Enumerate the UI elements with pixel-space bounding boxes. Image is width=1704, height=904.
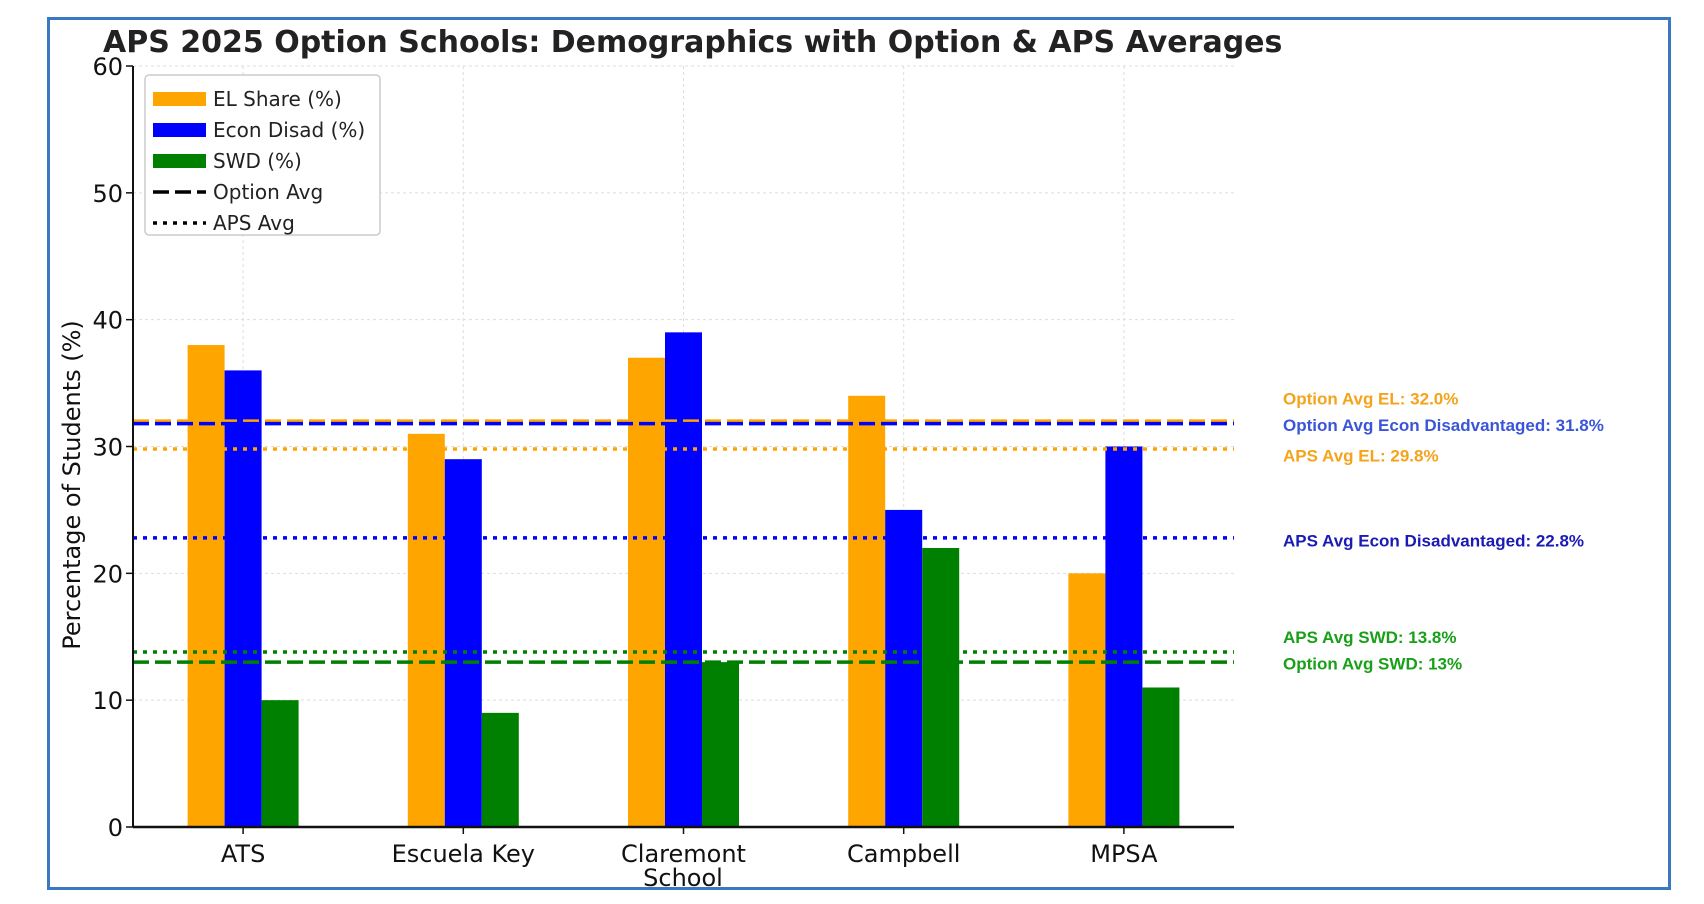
bar-0-1 <box>224 370 262 827</box>
y-tick-label: 40 <box>92 307 123 335</box>
annotation-label: APS Avg SWD: 13.8% <box>1283 628 1457 647</box>
legend-box <box>144 74 381 236</box>
y-tick-label: 60 <box>92 53 123 81</box>
bar-2-1 <box>665 332 702 827</box>
y-tick-label: 50 <box>92 180 123 208</box>
bar-2-0 <box>628 357 665 827</box>
x-tick-label: Claremont <box>621 840 746 868</box>
bar-4-1 <box>1105 446 1143 827</box>
bar-3-1 <box>885 509 923 827</box>
annotation-label: APS Avg Econ Disadvantaged: 22.8% <box>1283 531 1584 550</box>
bar-3-2 <box>922 547 960 827</box>
bar-1-1 <box>444 459 482 827</box>
reference-lines <box>133 419 1234 664</box>
bar-1-2 <box>481 712 519 827</box>
y-tick-label: 0 <box>108 814 123 842</box>
legend-swatch <box>153 154 206 168</box>
bar-2-2 <box>702 662 739 827</box>
annotation-label: Option Avg EL: 32.0% <box>1283 389 1458 408</box>
x-axis-label: School <box>643 864 723 892</box>
bar-4-2 <box>1142 687 1180 827</box>
annotation-label: Option Avg Econ Disadvantaged: 31.8% <box>1283 416 1604 435</box>
legend: EL Share (%) Econ Disad (%) SWD (%) Option … <box>144 74 381 236</box>
bar-3-0 <box>848 395 886 827</box>
bar-4-0 <box>1068 573 1106 827</box>
annotations: Option Avg EL: 32.0% Option Avg Econ Disa… <box>1283 389 1604 673</box>
bars <box>187 332 1180 827</box>
y-tick-label: 10 <box>92 687 123 715</box>
legend-label: EL Share (%) <box>213 87 342 111</box>
bar-0-0 <box>187 345 225 827</box>
bar-1-0 <box>407 433 445 827</box>
chart-title: APS 2025 Option Schools: Demographics wi… <box>103 25 1282 60</box>
x-tick-label: Campbell <box>847 840 960 868</box>
legend-swatch <box>153 123 206 137</box>
annotation-label: Option Avg SWD: 13% <box>1283 654 1462 673</box>
legend-label: SWD (%) <box>213 149 302 173</box>
y-axis-label: Percentage of Students (%) <box>58 320 86 650</box>
y-tick-label: 30 <box>92 434 123 462</box>
x-tick-label: MPSA <box>1090 840 1158 868</box>
legend-label: APS Avg <box>213 211 295 235</box>
legend-label: Econ Disad (%) <box>213 118 365 142</box>
legend-swatch <box>153 92 206 106</box>
y-tick-label: 20 <box>92 560 123 588</box>
annotation-label: APS Avg EL: 29.8% <box>1283 446 1439 465</box>
axes: 0 10 20 30 40 50 60 ATS Escuela Key Claremont Camp… <box>92 53 1234 868</box>
x-tick-label: Escuela Key <box>392 840 535 868</box>
bar-0-2 <box>261 700 299 827</box>
legend-label: Option Avg <box>213 180 323 204</box>
x-tick-label: ATS <box>221 840 265 868</box>
